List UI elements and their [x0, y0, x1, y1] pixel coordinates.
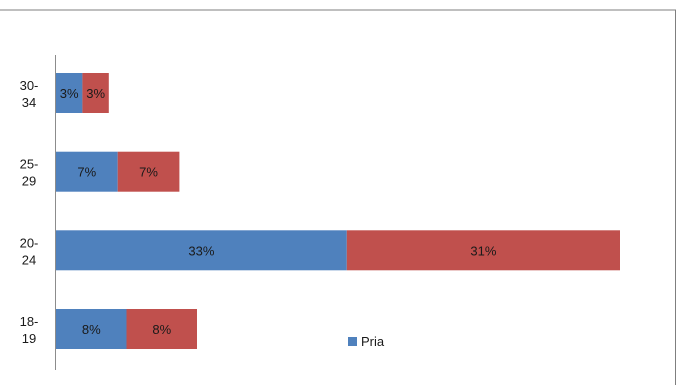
legend-label-pria: Pria: [361, 334, 385, 349]
category-label-25-29: 25-29: [20, 157, 39, 189]
bar-30-34-series-1: [82, 73, 109, 113]
bar-18-19-series-0: [56, 309, 127, 349]
category-label-30-34: 30-34: [20, 78, 39, 110]
bar-25-29-series-0: [56, 151, 118, 192]
category-label-20-24: 20-24: [20, 235, 39, 267]
category-label-18-19: 18-19: [20, 314, 39, 346]
legend-swatch-pria: [348, 337, 357, 346]
data-label-18-19-series-0: 8%: [82, 322, 101, 337]
data-label-18-19-series-1: 8%: [152, 322, 171, 337]
data-label-25-29-series-1: 7%: [139, 165, 158, 180]
bar-25-29-series-1: [117, 151, 180, 192]
bar-20-24-series-1: [346, 230, 620, 271]
data-label-30-34-series-0: 3%: [60, 86, 79, 101]
bars-group: 8% 8% 33% 31% 7% 7% 3% 3%: [56, 73, 620, 349]
data-label-25-29-series-0: 7%: [77, 165, 96, 180]
data-label-20-24-series-1: 31%: [470, 243, 496, 258]
bar-18-19-series-1: [126, 309, 197, 349]
bar-20-24-series-0: [56, 230, 347, 271]
data-label-20-24-series-0: 33%: [188, 243, 214, 258]
category-labels-group: 18-19 20-24 25-29 30-34: [20, 78, 39, 346]
legend: Pria: [348, 334, 385, 349]
bar-30-34-series-0: [56, 73, 83, 113]
data-label-30-34-series-1: 3%: [86, 86, 105, 101]
